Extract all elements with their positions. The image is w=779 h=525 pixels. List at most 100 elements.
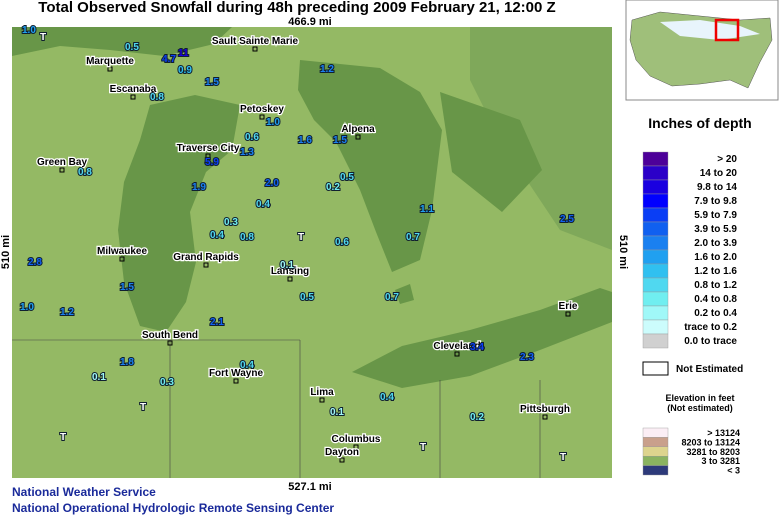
inset-snow [660, 20, 760, 40]
station-value: 0.3 [160, 377, 174, 388]
station-value: 0.2 [470, 412, 484, 423]
city-label: Pittsburgh [520, 404, 570, 415]
city-label: Grand Rapids [173, 252, 239, 263]
station-value: 1.2 [60, 307, 74, 318]
depth-swatch [642, 235, 669, 251]
depth-swatch [642, 165, 669, 181]
city-label: Dayton [325, 447, 359, 458]
city-marker [130, 94, 136, 100]
depth-label: 14 to 20 [700, 168, 738, 179]
city-label: Green Bay [37, 157, 87, 168]
elevation-swatch [642, 456, 669, 466]
depth-label: > 20 [717, 154, 737, 165]
station-value: 11 [178, 48, 189, 59]
station-value: 0.3 [224, 217, 238, 228]
station-value: T [140, 402, 146, 413]
station-value: 0.6 [335, 237, 349, 248]
depth-label: 0.2 to 0.4 [694, 308, 737, 319]
station-value: 0.8 [78, 167, 92, 178]
station-value: 0.7 [406, 232, 420, 243]
station-value: 0.6 [245, 132, 259, 143]
elevation-swatch [642, 465, 669, 476]
station-value: 0.4 [210, 230, 224, 241]
land-shade [470, 27, 612, 250]
city-label: Petoskey [240, 104, 284, 115]
not-estimated-swatch [642, 361, 669, 376]
station-value: 1.1 [420, 204, 434, 215]
map: Sault Sainte Marie Marquette Escanaba Petos… [12, 24, 612, 478]
depth-swatch [642, 291, 669, 307]
depth-swatch [642, 277, 669, 293]
depth-swatch [642, 193, 669, 209]
city-marker [233, 378, 239, 384]
city-marker [259, 114, 265, 120]
station-value: 1.5 [333, 135, 347, 146]
station-value: 0.7 [385, 292, 399, 303]
station-value: 1.9 [192, 182, 206, 193]
city-marker [205, 153, 211, 159]
station-value: 0.5 [125, 42, 139, 53]
depth-label: 0.8 to 1.2 [694, 280, 737, 291]
station-value: 0.8 [150, 92, 164, 103]
depth-label: trace to 0.2 [684, 322, 737, 333]
station-value: 5.9 [205, 157, 219, 168]
elevation-swatch [642, 437, 669, 447]
station-value: 1.0 [20, 302, 34, 313]
city-marker [59, 167, 65, 173]
depth-label: 1.6 to 2.0 [694, 252, 737, 263]
title: Total Observed Snowfall during 48h prece… [38, 0, 555, 16]
city-label: Fort Wayne [209, 368, 264, 379]
depth-swatch [642, 319, 669, 335]
depth-swatch [642, 333, 669, 349]
lake-superior [12, 27, 232, 56]
city-label: Erie [559, 301, 578, 312]
footer-line: National Weather Service [12, 485, 156, 499]
elevation-swatch [642, 427, 669, 438]
depth-swatch [642, 207, 669, 223]
elevation-subtitle: (Not estimated) [667, 403, 733, 413]
station-value: 2.5 [560, 214, 574, 225]
city-marker [353, 444, 359, 450]
station-value: 0.2 [326, 182, 340, 193]
scale-right: 510 mi [617, 235, 629, 269]
city-label: Sault Sainte Marie [212, 36, 299, 47]
station-value: 1.0 [266, 117, 280, 128]
depth-swatch [642, 263, 669, 279]
station-value: 1.0 [22, 25, 36, 36]
station-value: 0.4 [256, 199, 270, 210]
station-value: 0.1 [280, 260, 294, 271]
depth-label: 0.0 to trace [684, 336, 737, 347]
station-value: T [560, 452, 566, 463]
city-label: Lima [310, 387, 334, 398]
city-label: Columbus [332, 434, 381, 445]
depth-label: 3.9 to 5.9 [694, 224, 737, 235]
city-label: Marquette [86, 56, 134, 67]
not-estimated-label: Not Estimated [676, 364, 743, 375]
station-value: 0.4 [240, 360, 254, 371]
city-marker [454, 351, 460, 357]
depth-swatch [642, 221, 669, 237]
city-marker [319, 397, 325, 403]
station-value: 0.8 [240, 232, 254, 243]
station-value: 1.8 [120, 357, 134, 368]
city-marker [287, 276, 293, 282]
city-label: South Bend [142, 330, 198, 341]
station-value: 0.9 [178, 65, 192, 76]
station-value: 2.0 [265, 178, 279, 189]
station-value: T [298, 232, 304, 243]
station-value: 1.5 [205, 77, 219, 88]
city-marker [339, 457, 345, 463]
depth-swatch [642, 249, 669, 265]
inset-highlight [714, 18, 740, 42]
station-value: T [60, 432, 66, 443]
elevation-label: < 3 [727, 466, 740, 476]
city-label: Escanaba [110, 84, 157, 95]
station-value: 0.4 [380, 392, 394, 403]
elevation-swatch [642, 446, 669, 457]
borders [12, 339, 541, 478]
elevation-label: 8203 to 13124 [681, 437, 740, 447]
station-value: 2.1 [210, 317, 224, 328]
city-marker [542, 414, 548, 420]
station-value: 2.3 [520, 352, 534, 363]
